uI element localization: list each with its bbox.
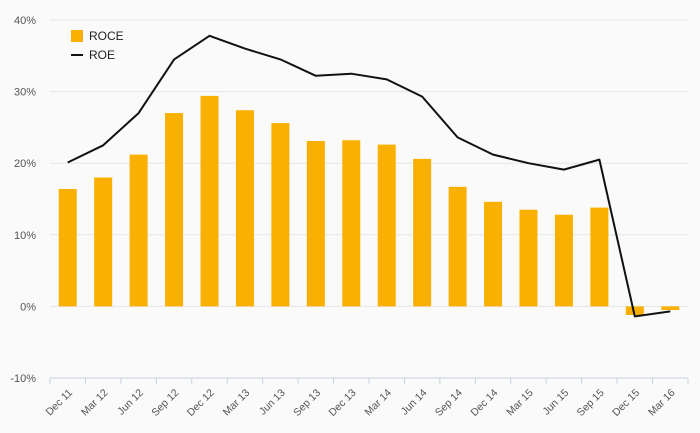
- x-tick-label: Mar 13: [221, 387, 253, 419]
- roce-bar: [58, 188, 77, 307]
- roce-bar: [129, 154, 148, 307]
- x-tick-label: Sep 12: [149, 387, 181, 419]
- legend: ROCE ROE: [71, 29, 124, 62]
- x-tick-label: Jun 14: [399, 387, 430, 418]
- roce-bar: [94, 177, 113, 307]
- roce-bar: [625, 306, 644, 315]
- x-tick-label: Mar 16: [646, 387, 678, 419]
- roce-bars: [58, 95, 680, 315]
- y-tick-label: 10%: [14, 230, 36, 242]
- roce-bar: [484, 201, 503, 307]
- roce-bar: [235, 110, 254, 307]
- x-tick-label: Sep 13: [291, 387, 323, 419]
- legend-label-roe: ROE: [89, 48, 115, 62]
- y-axis-tick-labels: -10% 0% 10% 20% 30% 40%: [10, 15, 36, 385]
- x-tick-label: Dec 12: [185, 387, 217, 419]
- roce-bar: [306, 141, 325, 307]
- roce-bar: [661, 306, 680, 310]
- x-axis: Dec 11 Mar 12 Jun 12 Sep 12 Dec 12 Mar 13 Jun …: [44, 377, 689, 419]
- y-tick-label: 0%: [20, 301, 36, 313]
- x-tick-label: Dec 11: [44, 387, 76, 419]
- roce-bar: [554, 214, 573, 307]
- roce-bar: [165, 113, 184, 307]
- y-tick-label: -10%: [10, 373, 36, 385]
- roce-bar: [590, 207, 609, 307]
- x-tick-label: Jun 15: [540, 387, 571, 418]
- x-tick-label: Dec 14: [468, 387, 500, 419]
- x-tick-label: Mar 14: [362, 387, 394, 419]
- x-tick-label: Jun 12: [115, 387, 146, 418]
- roe-line: [67, 34, 671, 318]
- x-tick-label: Mar 15: [504, 387, 536, 419]
- roce-bar: [377, 144, 396, 307]
- y-tick-label: 20%: [14, 158, 36, 170]
- roce-bar: [519, 209, 538, 307]
- legend-label-roce: ROCE: [89, 29, 124, 43]
- x-tick-label: Dec 13: [327, 387, 359, 419]
- roce-bar: [271, 123, 290, 307]
- roe-line-layer: [67, 34, 671, 318]
- roce-bar: [200, 95, 219, 307]
- y-tick-label: 40%: [14, 15, 36, 27]
- x-tick-label: Jun 13: [257, 387, 288, 418]
- roce-bar: [342, 140, 361, 307]
- x-tick-label: Sep 14: [433, 387, 465, 419]
- roce-bar: [448, 186, 467, 307]
- y-tick-label: 30%: [14, 87, 36, 99]
- legend-swatch-roce: [71, 30, 83, 42]
- x-tick-label: Dec 15: [610, 387, 642, 419]
- x-tick-label: Sep 15: [575, 387, 607, 419]
- roce-bar: [413, 158, 432, 307]
- x-tick-label: Mar 12: [79, 387, 111, 419]
- gridlines: [50, 19, 688, 307]
